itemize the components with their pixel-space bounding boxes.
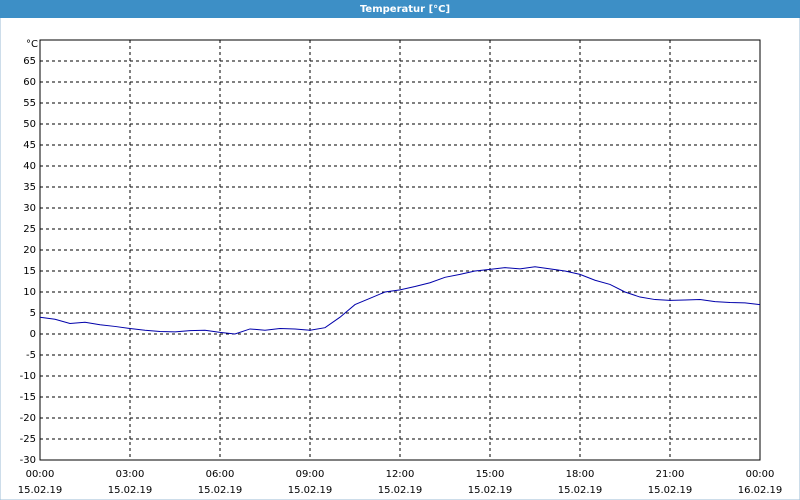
chart-title: Temperatur [°C] xyxy=(360,4,450,15)
x-tick-date: 15.02.19 xyxy=(108,485,153,496)
x-tick-date: 15.02.19 xyxy=(558,485,603,496)
y-tick-label: 50 xyxy=(23,119,36,130)
y-tick-label: 15 xyxy=(23,266,36,277)
y-axis-label: °C xyxy=(26,39,38,50)
y-tick-label: 25 xyxy=(23,224,36,235)
y-tick-label: -10 xyxy=(20,371,36,382)
y-tick-label: 20 xyxy=(23,245,36,256)
y-tick-label: -20 xyxy=(20,413,36,424)
x-tick-date: 15.02.19 xyxy=(648,485,693,496)
y-tick-label: 5 xyxy=(30,308,36,319)
series-line xyxy=(39,266,761,335)
y-tick-label: 60 xyxy=(23,77,36,88)
y-tick-label: -15 xyxy=(20,392,36,403)
x-tick-date: 16.02.19 xyxy=(738,485,783,496)
y-tick-label: 0 xyxy=(30,329,36,340)
y-tick-label: 30 xyxy=(23,203,36,214)
y-tick-label: 45 xyxy=(23,140,36,151)
x-tick-date: 15.02.19 xyxy=(18,485,63,496)
x-tick-label: 00:00 xyxy=(26,469,55,480)
x-tick-label: 15:00 xyxy=(476,469,505,480)
x-tick-date: 15.02.19 xyxy=(198,485,243,496)
x-tick-label: 18:00 xyxy=(566,469,595,480)
x-tick-date: 15.02.19 xyxy=(468,485,513,496)
x-tick-label: 12:00 xyxy=(386,469,415,480)
y-tick-label: 55 xyxy=(23,98,36,109)
y-tick-label: -30 xyxy=(20,455,36,466)
x-tick-label: 00:00 xyxy=(746,469,775,480)
x-tick-label: 06:00 xyxy=(206,469,235,480)
x-tick-date: 15.02.19 xyxy=(288,485,333,496)
y-tick-label: 35 xyxy=(23,182,36,193)
y-tick-label: -5 xyxy=(26,350,36,361)
title-bar xyxy=(0,0,800,18)
x-tick-date: 15.02.19 xyxy=(378,485,423,496)
x-tick-label: 21:00 xyxy=(656,469,685,480)
x-tick-label: 03:00 xyxy=(116,469,145,480)
y-tick-label: 40 xyxy=(23,161,36,172)
y-tick-label: 10 xyxy=(23,287,36,298)
y-tick-label: -25 xyxy=(20,434,36,445)
x-tick-label: 09:00 xyxy=(296,469,325,480)
y-tick-label: 65 xyxy=(23,56,36,67)
